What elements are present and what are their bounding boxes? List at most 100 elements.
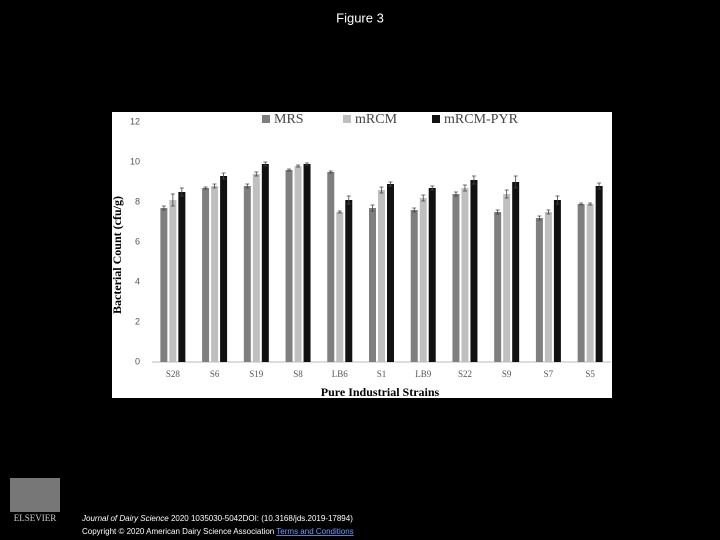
y-tick-label: 10 [130,156,140,166]
bar [428,188,436,362]
x-tick-label: LB9 [415,369,432,379]
copyright-line: Copyright © 2020 American Dairy Science … [82,527,354,536]
error-bar [588,202,593,206]
bar [470,180,478,362]
error-bar [421,194,426,202]
bar [503,194,511,362]
error-bar [379,186,384,194]
error-bar [388,181,393,187]
journal: Journal of Dairy Science [81,514,169,523]
error-bar [296,164,301,168]
error-bar [203,186,208,190]
bar [327,172,335,362]
error-bar [495,209,500,215]
bar [345,200,353,362]
error-bar [305,162,310,166]
slide-title: Figure 3 [336,10,384,25]
error-bar [453,191,458,197]
bar [243,186,251,362]
bar [544,212,552,362]
error-bar [161,205,166,211]
bar [378,190,385,362]
x-tick-label: S19 [249,369,264,379]
bar [387,184,394,362]
y-tick-label: 12 [130,116,140,126]
bar [211,186,219,362]
error-bar [221,172,226,180]
bar [535,218,543,362]
bar [160,208,168,362]
error-bar [370,204,375,212]
error-bar [287,168,292,172]
bar [252,174,260,362]
y-tick-label: 4 [135,276,140,286]
bar [586,204,594,362]
x-tick-label: LB6 [332,369,349,379]
error-bar [337,210,342,214]
y-tick-label: 6 [135,236,140,246]
bar [369,208,376,362]
x-tick-label: S6 [210,369,220,379]
bar [577,204,585,362]
bar [261,164,269,362]
bar [461,188,469,362]
bar [294,166,302,362]
chart-panel [112,112,612,398]
publisher: ELSEVIER [14,513,57,523]
bar [220,176,228,362]
error-bar [555,195,560,205]
x-tick-label: S28 [166,369,181,379]
error-bar [170,193,175,207]
legend-label: mRCM-PYR [444,112,519,127]
bar [553,200,561,362]
legend-swatch [432,115,440,123]
error-bar [412,207,417,213]
error-bar [179,187,184,197]
error-bar [328,170,333,174]
bar [595,186,603,362]
error-bar [254,171,259,177]
error-bar [263,161,268,167]
legend-label: MRS [274,112,304,127]
y-tick-label: 8 [135,196,140,206]
bar [178,192,186,362]
error-bar [546,209,551,215]
terms-link[interactable]: Terms and Conditions [276,527,353,536]
y-tick-label: 0 [135,356,140,366]
bar [494,212,502,362]
bar [410,210,418,362]
error-bar [471,175,476,185]
error-bar [597,182,602,190]
x-axis-label: Pure Industrial Strains [321,385,440,399]
legend-swatch [262,115,270,123]
error-bar [346,195,351,205]
copyright: Copyright © 2020 American Dairy Science … [82,527,274,536]
bar [169,200,177,362]
x-tick-label: S7 [544,369,554,379]
bar [512,182,520,362]
error-bar [513,175,518,189]
error-bar [537,215,542,221]
citation: 2020 1035030-5042DOI: (10.3168/jds.2019-… [171,514,353,523]
legend-swatch [343,115,351,123]
x-tick-label: S22 [458,369,472,379]
error-bar [245,183,250,189]
error-bar [430,185,435,191]
bar [285,170,293,362]
logo: ELSEVIER [10,478,60,523]
error-bar [579,202,584,206]
legend-label: mRCM [355,112,398,127]
y-tick-label: 2 [135,316,140,326]
error-bar [212,183,217,189]
x-tick-label: S9 [502,369,512,379]
x-tick-label: S8 [293,369,303,379]
bar [419,198,427,362]
bar [452,194,460,362]
bar [336,212,344,362]
logo-tree [10,478,60,512]
x-tick-label: S5 [585,369,595,379]
y-axis-label: Bacterial Count (cfu/g) [110,196,124,314]
citation-line: Journal of Dairy Science 2020 1035030-50… [81,514,353,523]
error-bar [462,184,467,192]
